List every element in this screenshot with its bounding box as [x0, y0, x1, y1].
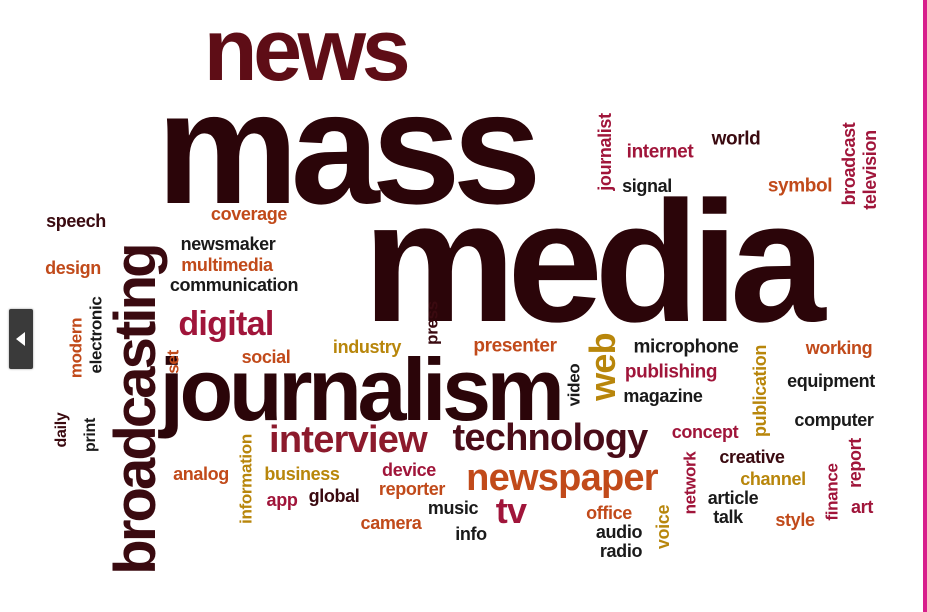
word-coverage: coverage [210, 204, 288, 224]
word-internet: internet [626, 141, 694, 163]
word-information: information [236, 434, 256, 524]
word-article: article [707, 488, 759, 508]
word-speech: speech [46, 211, 106, 231]
word-publication: publication [750, 344, 770, 438]
word-channel: channel [740, 469, 806, 489]
word-video: video [564, 363, 584, 407]
word-talk: talk [713, 507, 743, 527]
word-network: network [680, 451, 700, 515]
word-press: press [422, 301, 442, 345]
word-music: music [427, 498, 479, 518]
word-presenter: presenter [473, 335, 557, 357]
word-working: working [805, 338, 873, 358]
word-technology: technology [452, 417, 648, 459]
word-publishing: publishing [624, 361, 718, 383]
previous-image-button[interactable] [9, 309, 33, 369]
word-set: set [163, 350, 183, 374]
word-office: office [586, 503, 632, 523]
word-print: print [82, 418, 99, 452]
word-design: design [45, 258, 101, 278]
word-journalist: journalist [595, 113, 615, 191]
word-newsmaker: newsmaker [180, 234, 276, 254]
word-tv: tv [495, 490, 527, 531]
word-report: report [845, 438, 865, 488]
word-multimedia: multimedia [181, 255, 273, 275]
word-digital: digital [178, 305, 274, 343]
word-analog: analog [173, 464, 229, 484]
word-equipment: equipment [787, 371, 875, 391]
word-device: device [382, 460, 436, 480]
word-info: info [455, 524, 487, 544]
word-magazine: magazine [623, 386, 703, 406]
word-reporter: reporter [378, 479, 446, 499]
word-modern: modern [66, 317, 86, 379]
word-electronic: electronic [86, 296, 106, 374]
word-audio: audio [595, 522, 643, 542]
word-computer: computer [794, 410, 874, 430]
word-media: media [362, 166, 826, 358]
word-television: television [860, 130, 880, 210]
word-app: app [266, 490, 298, 510]
word-world: world [711, 128, 761, 150]
word-industry: industry [332, 337, 402, 357]
word-global: global [308, 486, 360, 506]
right-border [923, 0, 927, 612]
word-newspaper: newspaper [466, 457, 658, 499]
chevron-left-icon [16, 332, 25, 346]
word-broadcast: broadcast [839, 122, 859, 206]
word-signal: signal [622, 176, 672, 196]
word-broadcasting: broadcasting [103, 245, 168, 575]
word-communication: communication [169, 275, 299, 295]
word-daily: daily [53, 412, 70, 448]
word-symbol: symbol [767, 175, 833, 197]
word-creative: creative [719, 447, 785, 467]
word-journalism: journalism [159, 340, 565, 439]
word-voice: voice [653, 504, 673, 550]
word-finance: finance [822, 463, 842, 521]
word-style: style [775, 510, 815, 530]
word-art: art [851, 497, 873, 517]
word-mass: mass [156, 58, 541, 237]
word-interview: interview [269, 419, 428, 461]
word-web: web [582, 333, 623, 401]
word-radio: radio [599, 541, 643, 561]
word-microphone: microphone [633, 336, 739, 358]
word-business: business [264, 464, 340, 484]
word-social: social [241, 347, 291, 367]
word-news: news [203, 0, 411, 99]
word-camera: camera [360, 513, 422, 533]
word-concept: concept [671, 422, 739, 442]
